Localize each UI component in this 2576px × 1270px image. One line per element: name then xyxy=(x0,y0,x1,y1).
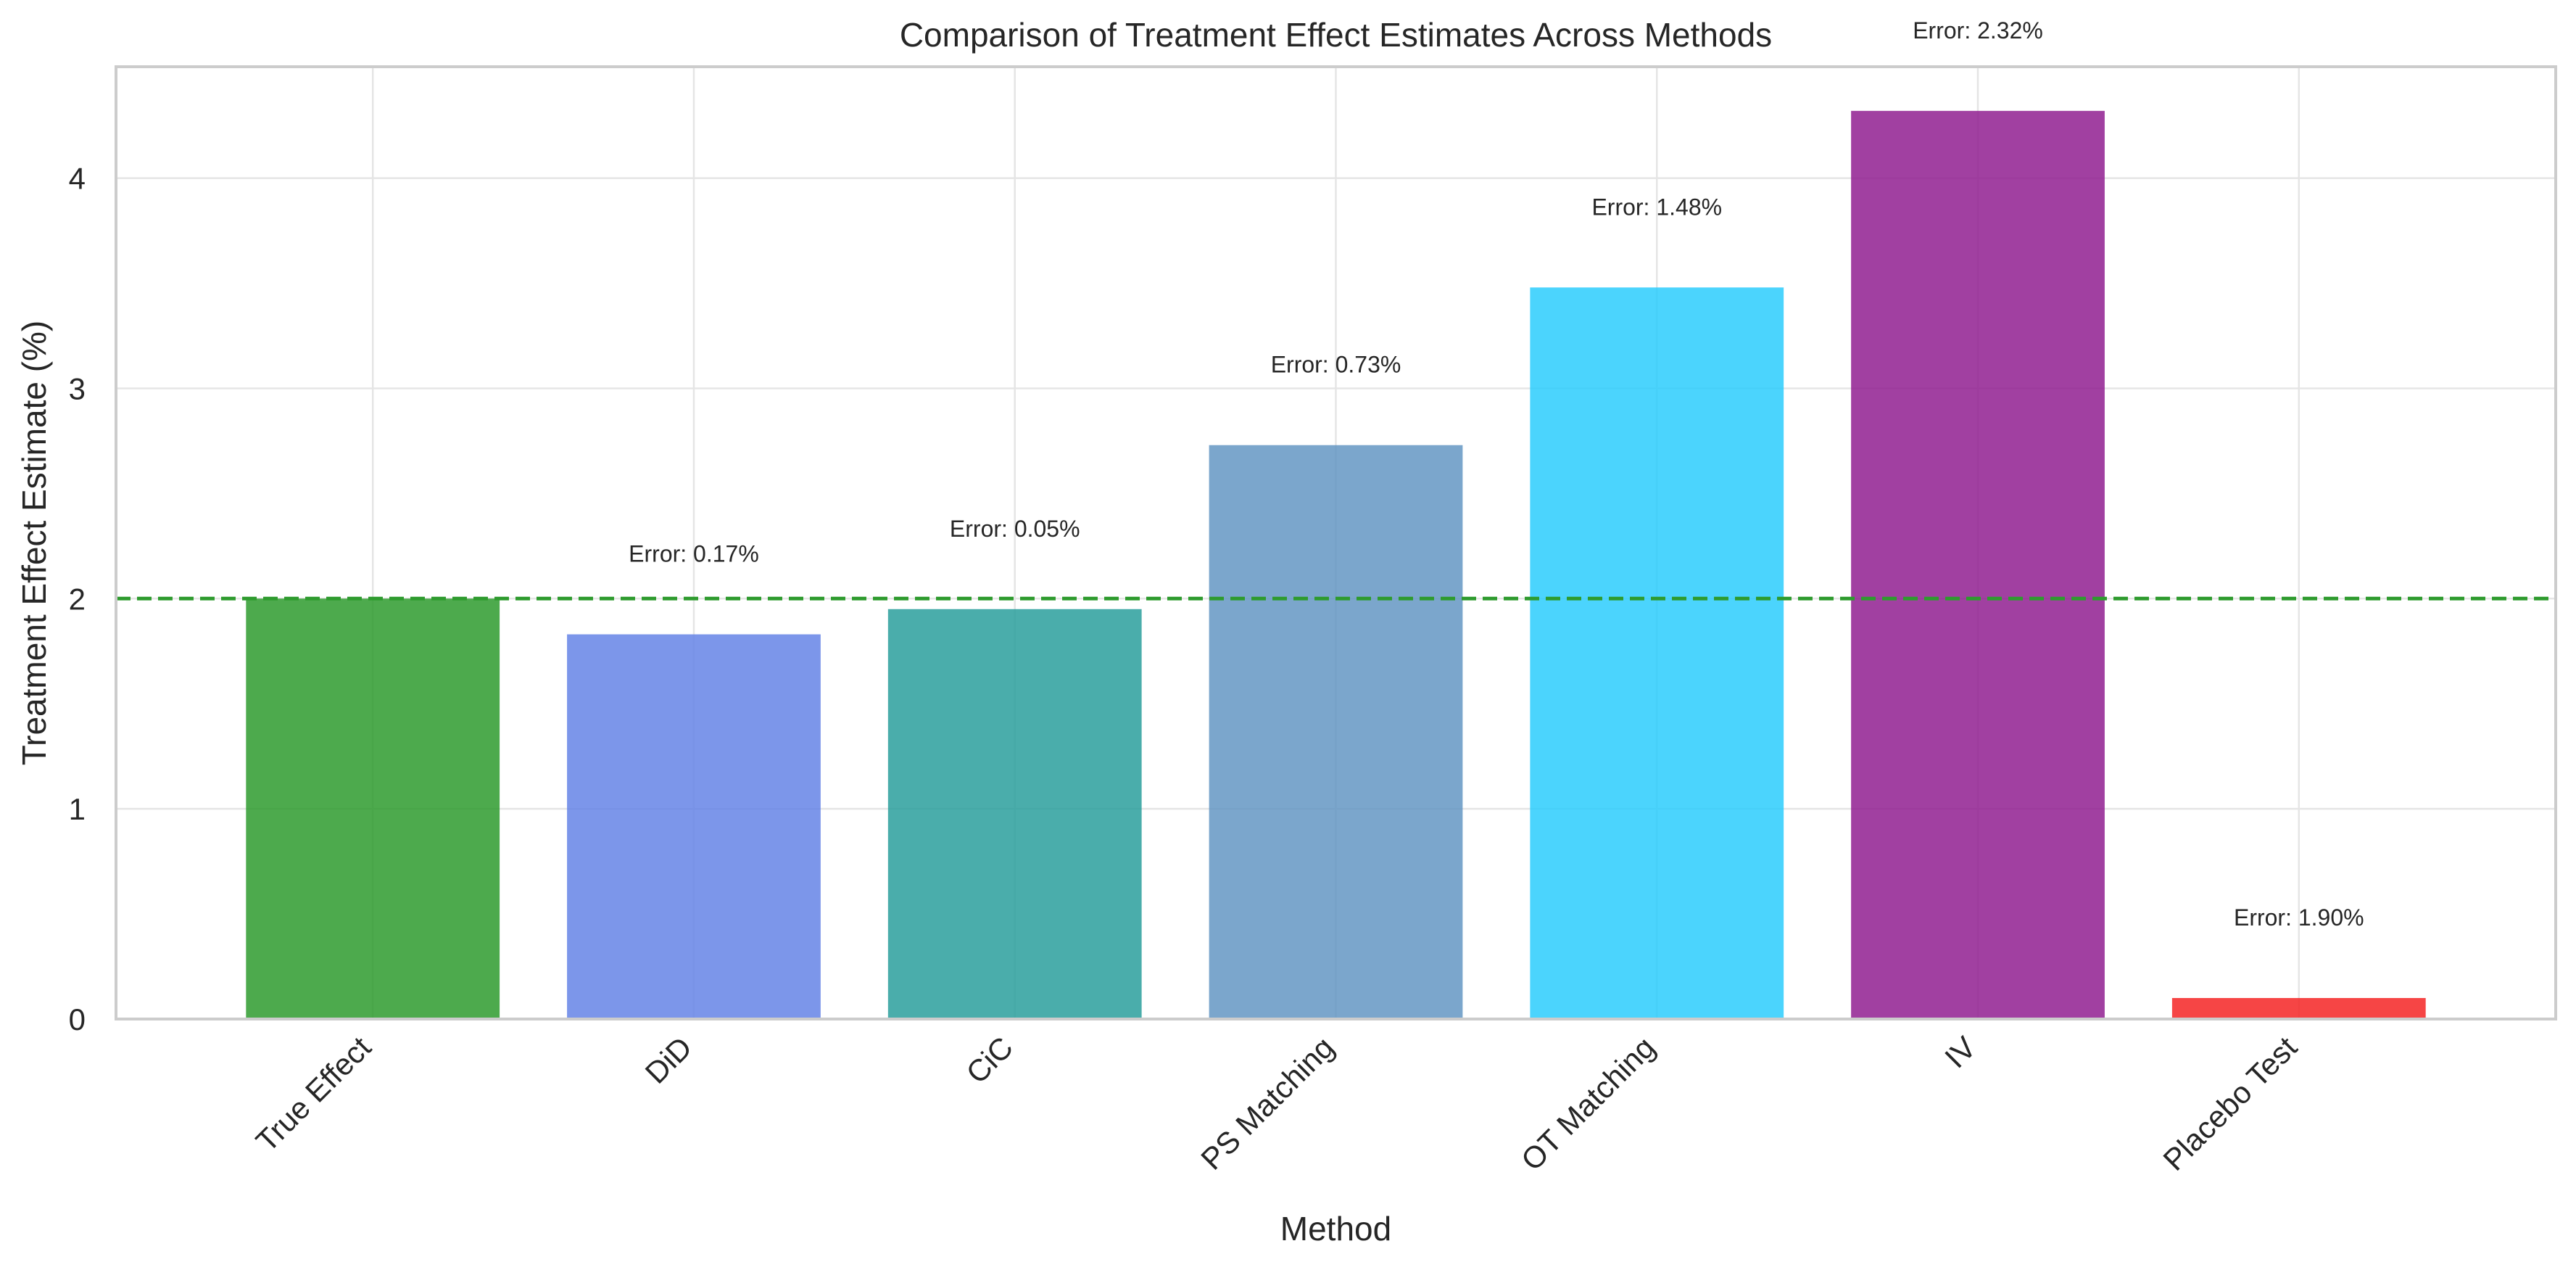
bar xyxy=(887,609,1142,1019)
error-annotation: Error: 1.90% xyxy=(2234,904,2364,931)
plot-frame xyxy=(115,65,2557,1020)
chart-title: Comparison of Treatment Effect Estimates… xyxy=(900,16,1772,54)
y-tick-label: 1 xyxy=(69,792,86,826)
bar xyxy=(246,598,500,1019)
bar xyxy=(1851,110,2105,1019)
error-annotations: Error: 0.17% Error: 0.05% Error: 0.73% Erro… xyxy=(629,17,2364,931)
y-tick-label: 4 xyxy=(69,162,86,196)
y-tick-label: 3 xyxy=(69,371,86,405)
bar xyxy=(567,634,821,1019)
error-annotation: Error: 0.73% xyxy=(1271,352,1401,378)
error-annotation: Error: 0.17% xyxy=(629,541,759,567)
error-annotation: Error: 0.05% xyxy=(950,516,1080,542)
error-annotation: Error: 2.32% xyxy=(1913,17,2043,44)
error-annotation: Error: 1.48% xyxy=(1591,194,1722,220)
bar xyxy=(2171,998,2426,1019)
y-tick-labels: 0 1 2 3 4 xyxy=(69,162,86,1036)
y-tick-label: 2 xyxy=(69,582,86,616)
bars xyxy=(246,110,2426,1019)
x-axis-label: Method xyxy=(1280,1210,1391,1248)
bar xyxy=(1209,445,1463,1019)
bar xyxy=(1530,287,1784,1019)
y-tick-label: 0 xyxy=(69,1002,86,1036)
y-axis-label: Treatment Effect Estimate (%) xyxy=(15,321,53,766)
